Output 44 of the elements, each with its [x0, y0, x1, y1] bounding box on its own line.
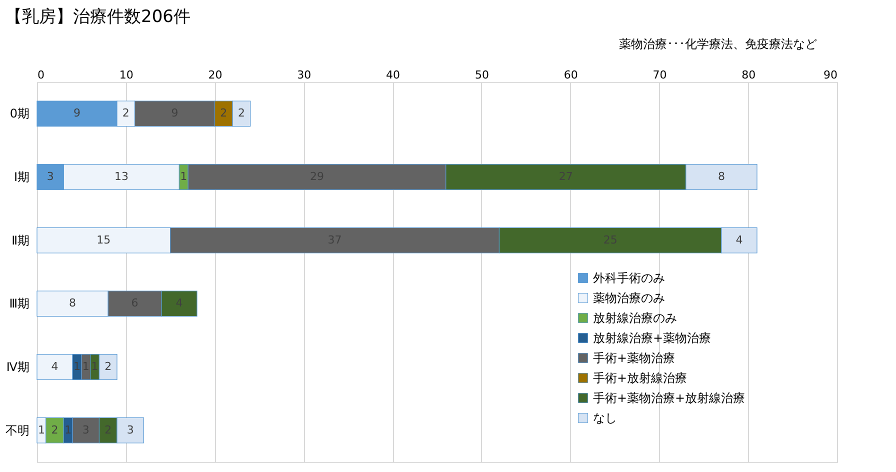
x-tick-label: 40	[386, 68, 400, 82]
x-tick-label: 10	[119, 68, 134, 82]
x-tick-label: 30	[297, 68, 312, 82]
legend-label: 手術+薬物治療+放射線治療	[593, 391, 746, 405]
x-tick-label: 60	[564, 68, 578, 82]
data-label: 2	[122, 106, 130, 120]
legend-label: 外科手術のみ	[593, 271, 665, 285]
data-label: 1	[180, 170, 188, 183]
text: 薬物治療･･･化学療法、免疫療法など	[619, 37, 817, 51]
x-tick-label: 90	[824, 68, 838, 82]
data-label: 1	[74, 360, 80, 373]
data-label: 9	[74, 106, 80, 120]
y-tick-label: Ⅰ期	[14, 170, 30, 184]
legend-label: 放射線治療+薬物治療	[593, 331, 712, 345]
data-label: 4	[736, 233, 743, 246]
data-label: 15	[96, 233, 111, 246]
data-label: 3	[126, 423, 134, 436]
data-label: 4	[51, 360, 58, 373]
chart-title: 【乳房】治療件数206件	[5, 7, 190, 27]
legend-label: 薬物治療のみ	[593, 291, 665, 305]
y-tick-label: Ⅳ期	[6, 360, 30, 374]
x-tick-label: 0	[38, 68, 44, 82]
x-tick-label: 80	[742, 68, 756, 82]
data-label: 2	[238, 106, 245, 120]
x-tick-label: 50	[474, 68, 489, 82]
legend-label: 手術+薬物治療	[593, 351, 676, 365]
y-tick-label: 不明	[6, 423, 30, 438]
y-tick-label: Ⅲ期	[9, 296, 30, 311]
x-tick-label: 20	[208, 68, 222, 82]
data-label: 1	[64, 423, 72, 436]
data-label: 2	[51, 423, 58, 436]
data-label: 3	[46, 170, 54, 183]
y-tick-label: Ⅱ期	[12, 233, 30, 248]
data-label: 8	[718, 170, 725, 183]
data-label: 2	[220, 106, 228, 120]
data-label: 1	[38, 423, 45, 436]
data-label: 13	[114, 170, 128, 183]
legend-label: 手術+放射線治療	[593, 371, 688, 385]
legend-label: 放射線治療のみ	[593, 311, 677, 325]
x-tick-label: 70	[652, 68, 667, 82]
data-label: 2	[104, 360, 112, 373]
y-tick-label: 0期	[10, 106, 30, 121]
data-label: 8	[69, 296, 76, 310]
legend-label: なし	[593, 411, 617, 425]
